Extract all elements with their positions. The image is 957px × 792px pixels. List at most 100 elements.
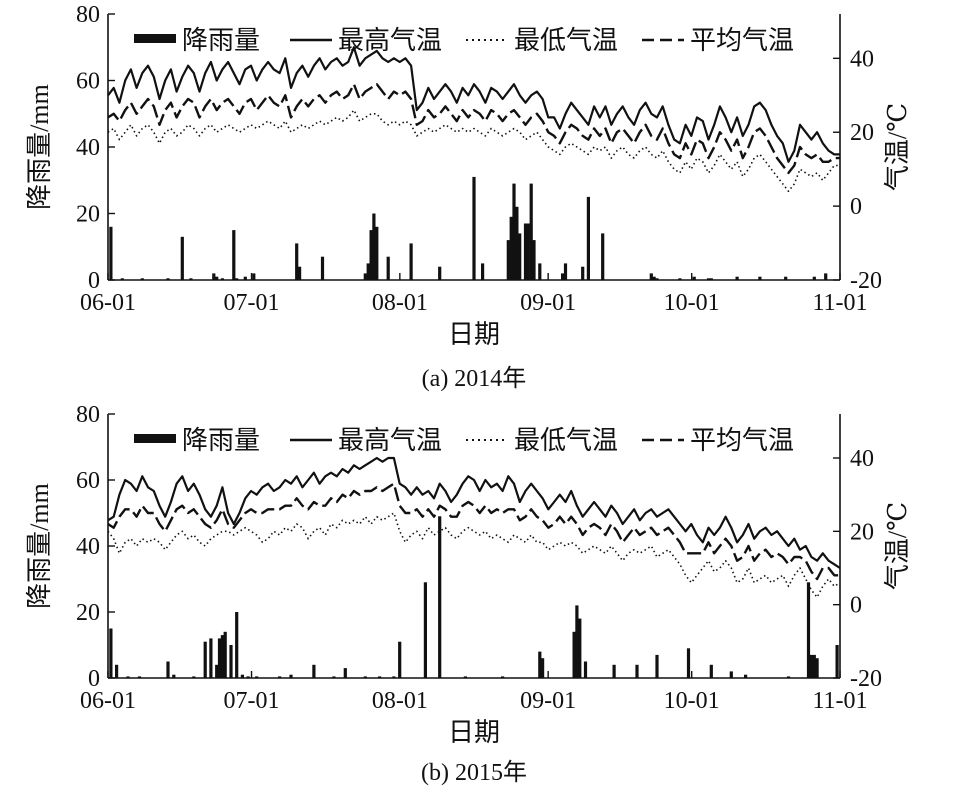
rain-bar	[240, 674, 244, 678]
rain-bar	[835, 645, 839, 678]
x-tick-label: 06-01	[80, 290, 136, 316]
rain-bar	[166, 661, 170, 678]
rain-bars	[109, 176, 828, 280]
y-left-axis-label: 降雨量/mm	[25, 483, 54, 609]
y-right-axis-label: 气温/℃	[883, 103, 912, 191]
rain-bar	[220, 635, 224, 678]
rain-bar	[806, 582, 811, 678]
rain-bar	[472, 176, 476, 280]
rain-bar	[289, 674, 293, 678]
rain-bar	[212, 273, 216, 280]
legend-rain-swatch	[134, 34, 176, 43]
right-tick-label: 0	[850, 593, 862, 619]
rain-bar	[512, 183, 516, 280]
left-tick-label: 40	[76, 534, 100, 560]
panel-caption: (b) 2015年	[421, 759, 527, 786]
rain-bar	[784, 276, 788, 280]
rain-bar	[706, 278, 711, 280]
legend: 降雨量 最高气温 最低气温 平均气温	[134, 26, 794, 55]
rain-bar	[298, 266, 302, 280]
rain-bar	[563, 263, 568, 280]
rain-bar	[538, 651, 542, 678]
legend: 降雨量 最高气温 最低气温 平均气温	[134, 426, 794, 455]
x-axis-label: 日期	[448, 718, 500, 747]
rain-bar	[652, 276, 656, 280]
left-tick-label: 60	[76, 468, 100, 494]
rain-bar	[709, 278, 713, 280]
right-tick-label: -20	[850, 268, 882, 294]
y-left-axis-label: 降雨量/mm	[25, 84, 54, 210]
rain-bar	[709, 664, 713, 678]
x-tick-label: 08-01	[372, 688, 428, 714]
x-tick-label: 09-01	[520, 688, 576, 714]
rain-bar	[692, 276, 696, 280]
chart-panel-a: 0 20 40 60 80 -20 0 20 40 06-01 07-01 08-01 09-01 10-…	[25, 2, 912, 392]
rain-bar	[386, 256, 390, 280]
rain-bar	[583, 661, 588, 678]
temp-mean-line	[107, 82, 840, 175]
rain-bar	[366, 263, 370, 280]
rain-bar	[363, 273, 367, 280]
rain-bar	[515, 206, 519, 280]
rain-bar	[561, 273, 565, 280]
x-tick-label: 11-01	[812, 688, 867, 714]
rain-bar	[518, 233, 522, 280]
x-tick-label: 08-01	[372, 290, 428, 316]
x-axis-label: 日期	[448, 320, 500, 349]
left-tick-label: 20	[76, 600, 100, 626]
rain-bar	[812, 654, 816, 678]
right-tick-label: 20	[850, 519, 874, 545]
chart-panel-b: 0 20 40 60 80 -20 0 20 40 06-01 07-01 08-01 09-01 10-…	[25, 402, 912, 786]
left-tick-label: 0	[88, 268, 100, 294]
temp-max-line	[107, 46, 840, 163]
rain-bar	[235, 278, 239, 280]
rain-bar	[578, 618, 582, 678]
right-tick-label: 40	[850, 446, 874, 472]
rain-bar	[252, 273, 256, 280]
temp-min-line	[107, 109, 840, 193]
legend-rain-label: 降雨量	[182, 26, 260, 55]
rain-bar	[120, 278, 124, 280]
rain-bar	[343, 668, 347, 678]
right-tick-label: 40	[850, 46, 874, 72]
rain-bar	[575, 605, 579, 678]
rain-bar	[601, 233, 605, 280]
rain-bar	[229, 645, 233, 678]
rain-bar	[235, 612, 239, 678]
legend-mean-label: 平均气温	[690, 26, 794, 55]
rain-bar	[295, 243, 299, 280]
rain-bar	[166, 278, 170, 280]
x-tick-label: 07-01	[224, 688, 280, 714]
x-tick-label: 10-01	[664, 290, 720, 316]
rain-bar	[223, 631, 227, 678]
rain-bar	[729, 671, 733, 678]
legend-min-label: 最低气温	[514, 26, 618, 55]
rain-bar	[678, 278, 682, 280]
rain-bar	[655, 278, 659, 280]
panel-caption: (a) 2014年	[422, 365, 527, 392]
rain-bar	[109, 628, 113, 678]
rain-bar	[506, 240, 510, 280]
rain-bar	[215, 664, 219, 678]
rain-bar	[140, 278, 144, 280]
rain-bar	[526, 223, 530, 280]
rain-bar	[209, 638, 213, 678]
rain-bar	[438, 516, 442, 678]
temp-min-line	[107, 512, 841, 599]
rain-bar	[635, 664, 639, 678]
left-tick-label: 80	[76, 402, 100, 428]
legend-min-label: 最低气温	[514, 426, 618, 455]
rain-bar	[815, 658, 819, 678]
x-tick-label: 09-01	[520, 290, 576, 316]
legend-max-label: 最高气温	[338, 26, 442, 55]
rain-bar	[532, 240, 536, 280]
y-right-axis-label: 气温/℃	[883, 502, 912, 590]
x-tick-label: 10-01	[664, 688, 720, 714]
rain-bar	[612, 664, 616, 678]
rain-bar	[758, 276, 762, 280]
rain-bar	[232, 230, 236, 280]
legend-rain-label: 降雨量	[182, 426, 260, 455]
rain-bar	[215, 276, 219, 280]
left-tick-label: 40	[76, 135, 100, 161]
